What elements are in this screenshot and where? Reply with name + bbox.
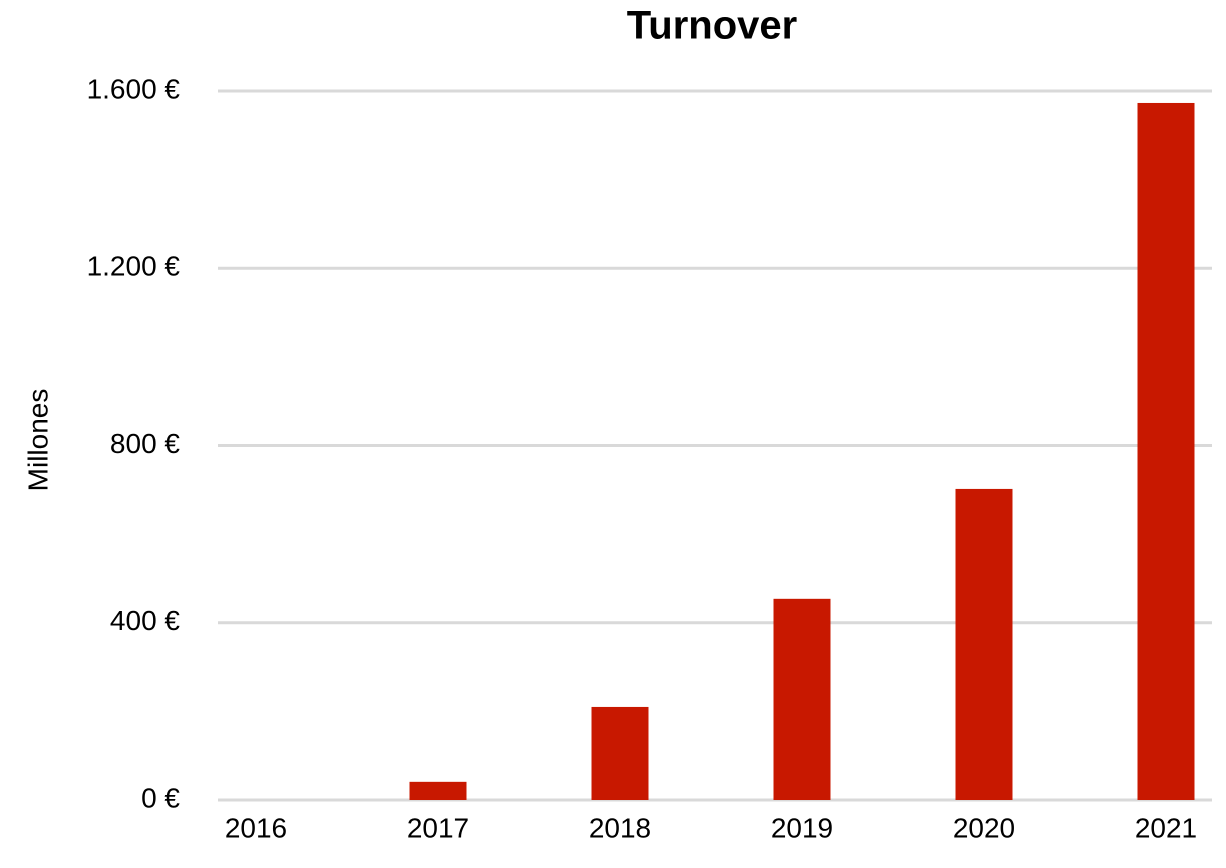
bar	[773, 598, 831, 800]
y-tick-label: 400 €	[110, 605, 180, 636]
x-tick-label: 2019	[771, 812, 833, 843]
x-tick-label: 2016	[225, 812, 287, 843]
x-tick-label: 2017	[407, 812, 469, 843]
bar	[955, 488, 1013, 800]
y-tick-label: 1.600 €	[87, 73, 181, 104]
x-tick-label: 2021	[1135, 812, 1197, 843]
chart-title: Turnover	[627, 4, 797, 48]
bar	[591, 706, 649, 800]
bar	[1137, 102, 1195, 801]
y-tick-label: 1.200 €	[87, 251, 181, 282]
y-tick-label: 800 €	[110, 428, 180, 459]
x-tick-label: 2018	[589, 812, 651, 843]
y-tick-label: 0 €	[141, 782, 180, 813]
bar	[409, 781, 467, 800]
y-axis-label: Millones	[22, 389, 53, 492]
x-tick-label: 2020	[953, 812, 1015, 843]
